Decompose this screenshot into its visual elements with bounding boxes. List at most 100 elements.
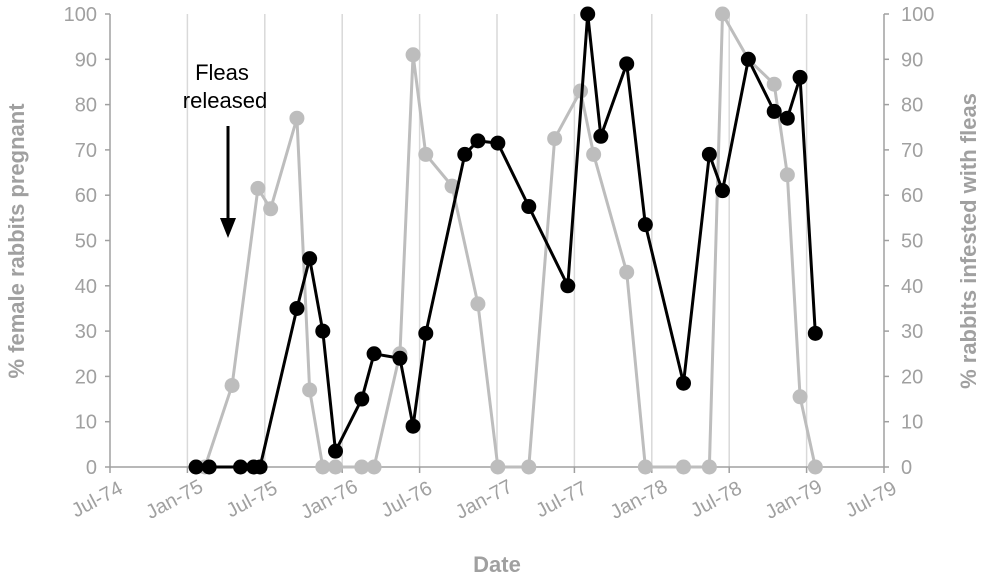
- right-y-axis-title: % rabbits infested with fleas: [956, 93, 981, 389]
- down-arrow-icon: [220, 218, 236, 238]
- right-y-tick-label: 60: [901, 185, 923, 207]
- fleas-series-point: [619, 264, 635, 280]
- left-y-tick-label: 50: [75, 231, 97, 253]
- fleas-series-point: [418, 146, 434, 162]
- left-y-tick-label: 30: [75, 321, 97, 343]
- vertical-gridlines: [186, 14, 808, 467]
- x-axis-title: Date: [473, 552, 521, 577]
- fleas-series-point: [263, 201, 279, 217]
- fleas-series-point: [766, 76, 782, 92]
- fleas-series-point: [302, 382, 318, 398]
- pregnant-series-point: [740, 51, 756, 67]
- fleas-series-point: [289, 110, 305, 126]
- pregnant-series-point: [619, 56, 635, 72]
- left-y-tick-labels: 0 10 20 30 40 50 60 70 80 90 100: [64, 4, 110, 479]
- x-tick-label: Jul-75: [223, 477, 281, 522]
- pregnant-series-point: [560, 278, 576, 294]
- fleas-series-point: [315, 459, 331, 475]
- pregnant-series-point: [252, 459, 268, 475]
- pregnant-series-point: [366, 346, 382, 362]
- pregnant-series-point: [779, 110, 795, 126]
- right-y-tick-label: 0: [901, 457, 912, 479]
- fleas-series-point: [521, 459, 537, 475]
- pregnant-series-point: [766, 103, 782, 119]
- pregnant-series: [188, 6, 823, 475]
- fleas-series-point: [792, 389, 808, 405]
- left-y-tick-label: 0: [86, 457, 97, 479]
- right-y-tick-label: 50: [901, 231, 923, 253]
- pregnant-series-point: [328, 443, 344, 459]
- fleas-series-point: [715, 6, 731, 22]
- right-y-tick-label: 20: [901, 366, 923, 388]
- fleas-series-point: [405, 47, 421, 63]
- series-layer: [188, 6, 823, 475]
- pregnant-series-point: [637, 217, 653, 233]
- right-y-tick-label: 80: [901, 95, 923, 117]
- x-tick-labels: Jul-74 Jan-75 Jul-75 Jan-76 Jul-76 Jan-77 Jul-…: [68, 467, 900, 524]
- left-y-tick-label: 90: [75, 49, 97, 71]
- x-tick-label: Jul-78: [687, 477, 745, 522]
- right-y-tick-label: 70: [901, 140, 923, 162]
- x-tick-label: Jan-78: [607, 476, 671, 524]
- pregnant-series-point: [405, 418, 421, 434]
- right-y-tick-label: 40: [901, 276, 923, 298]
- annotation-line-2: released: [183, 88, 267, 113]
- fleas-series-point: [573, 83, 589, 99]
- left-y-tick-label: 100: [64, 4, 97, 26]
- fleas-series-point: [807, 459, 823, 475]
- pregnant-series-point: [792, 69, 808, 85]
- pregnant-series-point: [593, 128, 609, 144]
- fleas-series-point: [637, 459, 653, 475]
- right-y-tick-label: 100: [901, 4, 934, 26]
- pregnant-series-point: [715, 183, 731, 199]
- annotation-line-1: Fleas: [195, 60, 249, 85]
- pregnant-series-point: [354, 391, 370, 407]
- left-y-tick-label: 80: [75, 95, 97, 117]
- fleas-series-point: [779, 167, 795, 183]
- left-y-axis-title: % female rabbits pregnant: [4, 103, 29, 379]
- fleas-series-point: [490, 459, 506, 475]
- pregnant-series-point: [289, 300, 305, 316]
- pregnant-series-point: [233, 459, 249, 475]
- pregnant-series-point: [701, 146, 717, 162]
- fleas-series-point: [328, 459, 344, 475]
- fleas-released-annotation: Fleas released: [183, 60, 267, 238]
- fleas-series-line: [196, 12, 817, 469]
- pregnant-series-point: [521, 199, 537, 215]
- x-tick-label: Jan-76: [297, 476, 361, 524]
- pregnant-series-point: [807, 325, 823, 341]
- x-tick-label: Jan-75: [142, 476, 206, 524]
- pregnant-series-point: [470, 133, 486, 149]
- fleas-series-point: [547, 131, 563, 147]
- fleas-series-point: [354, 459, 370, 475]
- left-y-tick-label: 70: [75, 140, 97, 162]
- left-y-tick-label: 20: [75, 366, 97, 388]
- pregnant-series-point: [418, 325, 434, 341]
- pregnant-series-point: [676, 375, 692, 391]
- x-tick-label: Jul-74: [68, 477, 126, 522]
- right-y-tick-labels: 0 10 20 30 40 50 60 70 80 90 100: [884, 4, 934, 479]
- x-tick-label: Jul-76: [378, 477, 436, 522]
- fleas-series-point: [701, 459, 717, 475]
- fleas-series-point: [224, 377, 240, 393]
- x-tick-label: Jul-79: [842, 477, 900, 522]
- left-y-tick-label: 60: [75, 185, 97, 207]
- pregnant-series-point: [580, 6, 596, 22]
- pregnant-series-point: [392, 350, 408, 366]
- left-y-tick-label: 40: [75, 276, 97, 298]
- x-tick-label: Jul-77: [532, 477, 590, 522]
- fleas-series-point: [470, 296, 486, 312]
- pregnant-series-point: [302, 251, 318, 267]
- right-y-tick-label: 90: [901, 49, 923, 71]
- pregnant-series-line: [196, 12, 817, 469]
- x-tick-label: Jan-79: [762, 476, 826, 524]
- right-y-tick-label: 30: [901, 321, 923, 343]
- fleas-series-point: [586, 146, 602, 162]
- fleas-series-point: [366, 459, 382, 475]
- right-y-tick-label: 10: [901, 412, 923, 434]
- x-tick-label: Jan-77: [452, 476, 516, 524]
- left-y-tick-label: 10: [75, 412, 97, 434]
- fleas-series-point: [676, 459, 692, 475]
- fleas-series: [188, 6, 823, 475]
